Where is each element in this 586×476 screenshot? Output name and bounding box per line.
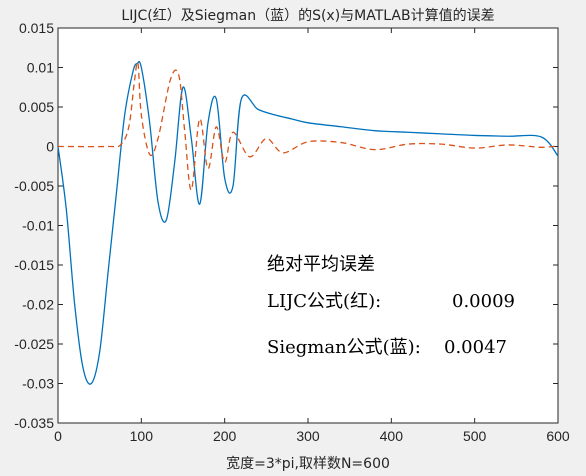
annotation-siegman-label: Siegman公式(蓝):	[267, 337, 421, 358]
annotation-lijc-value: 0.0009	[452, 291, 515, 312]
y-tick-label: 0	[46, 139, 54, 155]
y-tick-label: -0.015	[14, 257, 54, 273]
annotation-heading: 绝对平均误差	[267, 254, 375, 275]
x-tick-label: 300	[296, 428, 320, 444]
x-tick-label: 600	[546, 428, 570, 444]
annotation-siegman-value: 0.0047	[444, 337, 507, 358]
y-tick-label: -0.035	[14, 415, 54, 431]
y-tick-label: 0.01	[27, 60, 54, 76]
y-tick-label: 0.005	[19, 99, 54, 115]
x-tick-label: 100	[130, 428, 154, 444]
y-tick-label: -0.025	[14, 336, 54, 352]
series-layer	[57, 60, 559, 385]
y-tick-label: -0.01	[22, 218, 54, 234]
series-line-1	[57, 61, 559, 191]
x-axis-ticks: 0 100 200 300 400 500 600	[54, 28, 570, 444]
y-tick-label: -0.005	[14, 178, 54, 194]
x-axis-label: 宽度=3*pi,取样数N=600	[226, 455, 390, 472]
y-tick-label: 0.015	[19, 20, 54, 36]
annotation-block: 绝对平均误差 LIJC公式(红): 0.0009 Siegman公式(蓝): 0…	[267, 254, 515, 358]
x-tick-label: 400	[380, 428, 404, 444]
chart-title: LIJC(红）及Siegman（蓝）的S(x)与MATLAB计算值的误差	[121, 8, 494, 24]
x-tick-label: 500	[463, 428, 487, 444]
y-tick-label: -0.02	[22, 297, 54, 313]
y-tick-label: -0.03	[22, 376, 54, 392]
x-tick-label: 0	[54, 428, 62, 444]
x-tick-label: 200	[213, 428, 237, 444]
y-axis-ticks: 0.015 0.01 0.005 0 -0.005 -0.01 -0.015 -0.02 -0.…	[14, 20, 558, 431]
annotation-lijc-label: LIJC公式(红):	[267, 291, 381, 312]
plot-area	[57, 27, 559, 424]
series-line-0	[57, 60, 559, 385]
